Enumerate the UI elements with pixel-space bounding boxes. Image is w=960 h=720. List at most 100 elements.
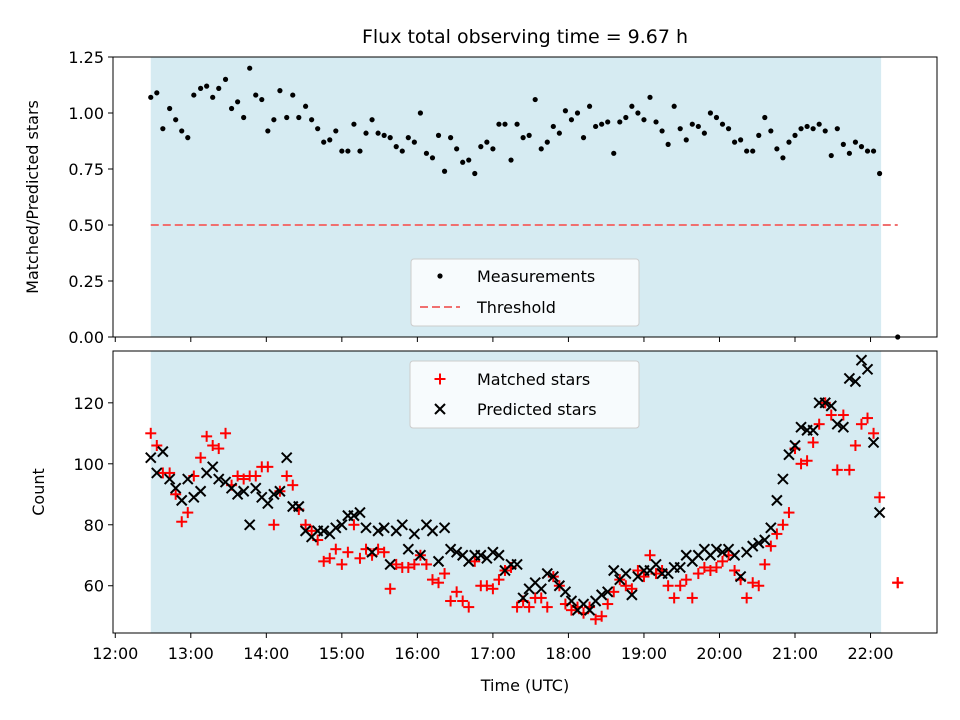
measurement-point — [756, 132, 762, 138]
matched-star-point — [868, 427, 880, 439]
measurement-point — [611, 150, 617, 156]
measurement-point — [490, 146, 496, 152]
matched-star-point — [753, 580, 765, 592]
matched-star-point — [777, 519, 789, 531]
measurement-point — [154, 90, 160, 96]
time-x-tick-label: 21:00 — [772, 644, 818, 663]
measurement-point — [460, 159, 466, 165]
measurement-point — [725, 126, 732, 132]
measurement-point — [284, 114, 290, 121]
count-legend: Matched stars Predicted stars — [409, 360, 640, 429]
matched-star-point — [402, 561, 414, 573]
predicted-star-point — [517, 592, 529, 604]
count-y-tick-label: 100 — [73, 455, 104, 474]
predicted-star-point — [366, 546, 378, 558]
matched-star-point — [330, 543, 342, 555]
predicted-star-point — [759, 534, 771, 546]
matched-star-point — [420, 558, 432, 570]
predicted-star-point — [765, 522, 777, 534]
matched-star-point — [354, 552, 366, 564]
measurement-point — [623, 114, 629, 121]
matched-star-point — [747, 577, 759, 589]
matched-star-point — [232, 470, 244, 482]
measurement-point — [774, 146, 780, 152]
matched-star-point — [287, 479, 299, 491]
ratio-y-tick-label: 0.25 — [68, 272, 104, 291]
predicted-star-point — [493, 549, 505, 561]
matched-star-point — [662, 580, 674, 592]
matched-star-point — [213, 443, 225, 455]
measurement-point — [731, 139, 738, 145]
measurement-point — [617, 119, 623, 125]
measurement-point — [441, 168, 448, 174]
measurement-point — [160, 126, 166, 132]
matched-star-point — [831, 464, 843, 476]
measurement-point — [454, 146, 460, 152]
matched-star-point — [692, 568, 704, 580]
matched-star-point — [342, 546, 354, 558]
matched-star-point — [145, 427, 157, 439]
time-x-tick-label: 12:00 — [92, 644, 138, 663]
predicted-star-point — [408, 528, 421, 540]
predicted-star-point — [378, 522, 390, 534]
predicted-star-point — [163, 473, 176, 485]
matched-star-point — [378, 546, 390, 558]
ratio-y-ticks: 0.00 0.25 0.50 0.75 1.00 1.25 — [68, 48, 113, 347]
measurement-point — [222, 76, 229, 82]
measurement-point — [369, 117, 375, 123]
matched-star-point — [541, 601, 553, 613]
predicted-star-point — [318, 525, 330, 537]
matched-star-point — [384, 583, 396, 595]
measurement-point — [345, 148, 351, 154]
predicted-star-point — [330, 522, 342, 534]
measurement-point — [738, 137, 744, 143]
predicted-star-point — [541, 567, 553, 580]
measurement-point — [629, 103, 635, 109]
measurement-point — [792, 132, 798, 138]
measurement-point — [858, 144, 865, 150]
measurement-point — [387, 135, 393, 141]
count-y-tick-label: 60 — [84, 577, 104, 596]
predicted-star-point — [583, 604, 596, 616]
measurement-point — [339, 148, 345, 154]
measurement-point — [375, 130, 381, 136]
measurement-point — [786, 139, 792, 145]
legend-threshold-label: Threshold — [476, 298, 556, 317]
measurement-point — [228, 105, 235, 112]
measurement-point — [381, 132, 387, 138]
ratio-plot-frame — [112, 56, 938, 338]
matched-star-point — [451, 586, 463, 598]
predicted-star-point — [414, 549, 427, 561]
matched-star-point — [268, 519, 280, 531]
time-x-tick-label: 13:00 — [168, 644, 214, 663]
measurement-point — [185, 135, 191, 141]
matched-star-point — [201, 430, 213, 442]
measurement-point — [484, 139, 490, 145]
matched-star-point — [892, 577, 904, 589]
predicted-star-point — [728, 549, 741, 561]
ratio-y-tick-label: 0.00 — [68, 328, 104, 347]
measurement-point — [417, 110, 423, 116]
predicted-star-point — [206, 461, 219, 473]
matched-star-point — [825, 409, 837, 421]
predicted-star-point — [426, 525, 439, 537]
matched-star-point — [439, 568, 451, 580]
measurement-point — [502, 121, 508, 127]
time-x-tick-label: 15:00 — [319, 644, 365, 663]
predicted-star-point — [372, 525, 384, 537]
measurement-point — [173, 117, 179, 123]
measurement-point — [290, 92, 296, 98]
predicted-star-point — [450, 546, 463, 558]
predicted-star-point — [608, 564, 620, 577]
matched-star-point — [741, 592, 753, 604]
predicted-star-point — [777, 473, 789, 485]
measurement-point — [653, 119, 659, 125]
time-x-ticks: 12:00 13:00 14:00 15:00 16:00 17:00 18:00 19:00… — [92, 633, 894, 663]
matched-star-point — [481, 580, 493, 592]
predicted-star-point — [182, 473, 194, 485]
matched-star-point — [493, 574, 505, 586]
predicted-star-point — [674, 561, 686, 574]
measurement-point — [472, 170, 478, 177]
measurement-point — [798, 126, 804, 132]
